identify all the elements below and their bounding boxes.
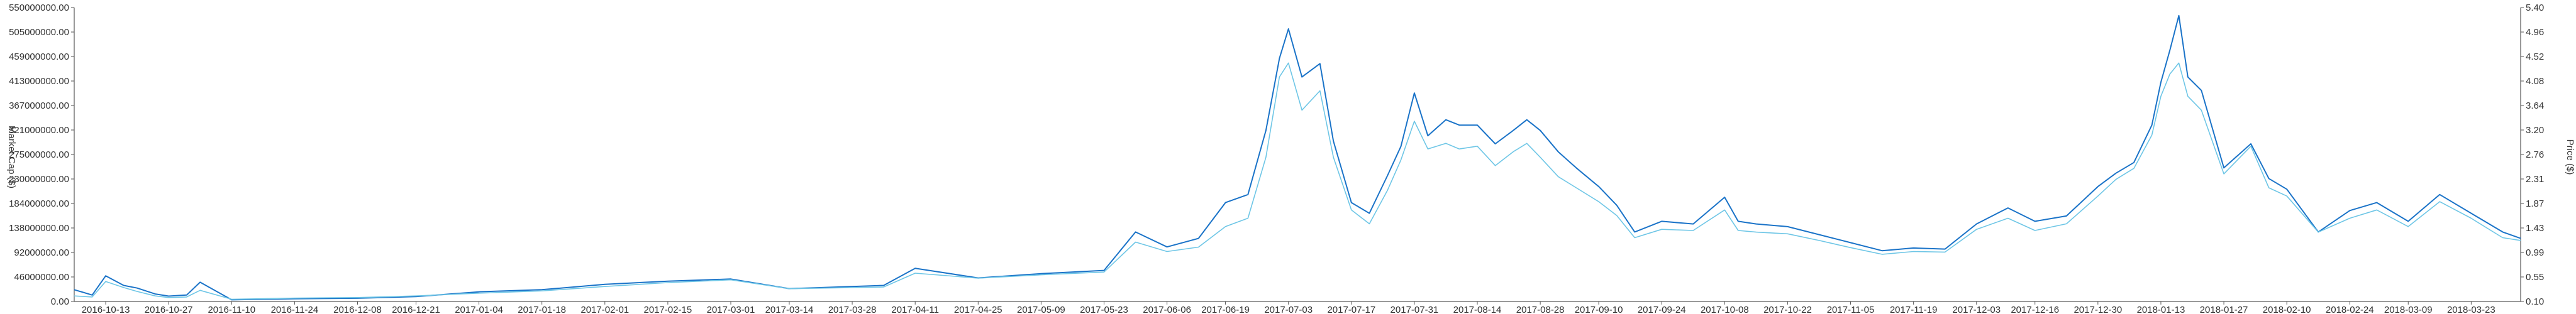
x-tick-label: 2018-03-23	[2447, 305, 2496, 314]
market-cap-series-line	[74, 14, 2521, 301]
x-tick-label: 2017-09-24	[1638, 305, 1686, 314]
x-tick-label: 2017-12-16	[2011, 305, 2059, 314]
x-tick-label: 2017-05-09	[1017, 305, 1065, 314]
left-tick-label: 459000000.00	[9, 51, 69, 62]
x-tick-label: 2017-08-14	[1453, 305, 1502, 314]
x-tick-label: 2018-02-24	[2326, 305, 2374, 314]
right-y-axis: 0.10 0.55 0.99 1.43 1.87 2.31 2.76 3.20 3.64 4.08…	[2520, 3, 2544, 307]
right-tick-label: 4.96	[2526, 27, 2544, 38]
x-tick-label: 2017-10-22	[1763, 305, 1812, 314]
left-tick-label: 275000000.00	[9, 149, 69, 160]
left-axis-title: Market Cap ($)	[6, 126, 17, 188]
x-tick-label: 2017-01-04	[455, 305, 503, 314]
x-tick-label: 2017-06-06	[1143, 305, 1191, 314]
x-tick-label: 2017-11-19	[1890, 305, 1938, 314]
x-tick-label: 2016-10-13	[82, 305, 130, 314]
x-tick-label: 2016-10-27	[145, 305, 193, 314]
x-tick-label: 2018-01-13	[2137, 305, 2185, 314]
right-tick-label: 1.43	[2526, 223, 2544, 234]
x-tick-label: 2018-03-09	[2384, 305, 2433, 314]
x-tick-label: 2017-07-17	[1327, 305, 1375, 314]
x-tick-label: 2017-04-11	[891, 305, 939, 314]
x-tick-label: 2017-02-15	[644, 305, 692, 314]
x-axis: 2016-10-13 2016-10-27 2016-11-10 2016-11-24…	[74, 301, 2521, 314]
left-tick-label: 92000000.00	[14, 247, 69, 258]
left-tick-label: 321000000.00	[9, 125, 69, 136]
plot-area	[74, 14, 2521, 301]
right-tick-label: 3.64	[2526, 100, 2544, 111]
x-tick-label: 2017-07-03	[1264, 305, 1313, 314]
right-tick-label: 0.10	[2526, 296, 2544, 307]
x-tick-label: 2016-12-21	[392, 305, 440, 314]
right-axis-title: Price ($)	[2565, 139, 2575, 175]
left-tick-label: 550000000.00	[9, 3, 69, 13]
x-tick-label: 2018-01-27	[2200, 305, 2248, 314]
price-series-line	[74, 62, 2521, 300]
left-tick-label: 184000000.00	[9, 198, 69, 209]
x-tick-label: 2016-11-10	[208, 305, 255, 314]
x-tick-label: 2017-10-08	[1701, 305, 1749, 314]
x-tick-label: 2017-02-01	[580, 305, 629, 314]
x-tick-label: 2017-09-10	[1575, 305, 1623, 314]
right-tick-label: 0.99	[2526, 247, 2544, 258]
left-tick-label: 367000000.00	[9, 100, 69, 111]
x-tick-label: 2017-01-18	[518, 305, 566, 314]
x-tick-label: 2017-03-14	[765, 305, 814, 314]
right-tick-label: 0.55	[2526, 272, 2544, 283]
left-tick-label: 505000000.00	[9, 27, 69, 38]
x-tick-label: 2017-05-23	[1080, 305, 1128, 314]
x-tick-label: 2018-02-10	[2263, 305, 2311, 314]
right-tick-label: 2.76	[2526, 149, 2544, 160]
right-tick-label: 4.52	[2526, 51, 2544, 62]
right-tick-label: 2.31	[2526, 174, 2544, 185]
x-tick-label: 2017-08-28	[1516, 305, 1565, 314]
left-y-axis: 0.00 46000000.00 92000000.00 138000000.00 18…	[9, 3, 75, 307]
x-tick-label: 2017-07-31	[1391, 305, 1439, 314]
x-tick-label: 2017-06-19	[1201, 305, 1250, 314]
x-tick-label: 2017-11-05	[1827, 305, 1875, 314]
right-tick-label: 4.08	[2526, 76, 2544, 87]
x-tick-label: 2016-12-08	[333, 305, 382, 314]
left-tick-label: 0.00	[51, 296, 69, 307]
x-tick-label: 2016-11-24	[271, 305, 319, 314]
right-tick-label: 3.20	[2526, 125, 2544, 136]
x-tick-label: 2017-12-03	[1952, 305, 2001, 314]
left-tick-label: 46000000.00	[14, 272, 69, 283]
right-tick-label: 1.87	[2526, 198, 2544, 209]
left-tick-label: 230000000.00	[9, 174, 69, 185]
right-tick-label: 5.40	[2526, 3, 2544, 13]
left-tick-label: 138000000.00	[9, 223, 69, 234]
x-tick-label: 2017-03-01	[707, 305, 755, 314]
x-tick-label: 2017-12-30	[2074, 305, 2122, 314]
x-tick-label: 2017-04-25	[954, 305, 1002, 314]
left-tick-label: 413000000.00	[9, 76, 69, 87]
x-tick-label: 2017-03-28	[828, 305, 877, 314]
